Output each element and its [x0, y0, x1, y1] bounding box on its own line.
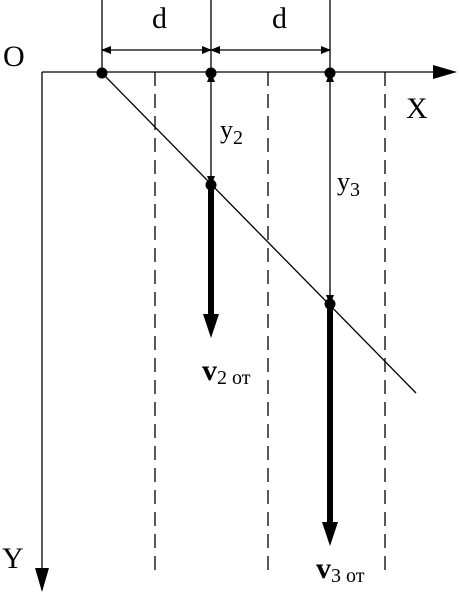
point [205, 67, 217, 79]
point [96, 67, 108, 79]
label-subscript: 2 [233, 127, 243, 149]
distance-label: d [272, 2, 287, 35]
distance-label: d [152, 2, 167, 35]
v3-label: v3 от [316, 552, 365, 587]
label-main: y [220, 115, 233, 144]
point [205, 179, 217, 191]
y-axis-label: Y [2, 542, 24, 575]
origin-label: O [3, 40, 25, 73]
point [324, 67, 336, 79]
x-axis-label: X [406, 92, 428, 125]
v2-label: v2 от [202, 354, 251, 389]
label-main: v [316, 552, 331, 585]
label-subscript: 3 [350, 179, 360, 201]
label-main: y [337, 167, 350, 196]
y3-label: y3 [337, 167, 360, 201]
label-subscript: 3 от [331, 565, 365, 587]
diagonal-line [101, 72, 417, 394]
y2-label: y2 [220, 115, 243, 149]
label-main: v [202, 354, 217, 387]
label-subscript: 2 от [217, 367, 251, 389]
point [324, 298, 336, 310]
